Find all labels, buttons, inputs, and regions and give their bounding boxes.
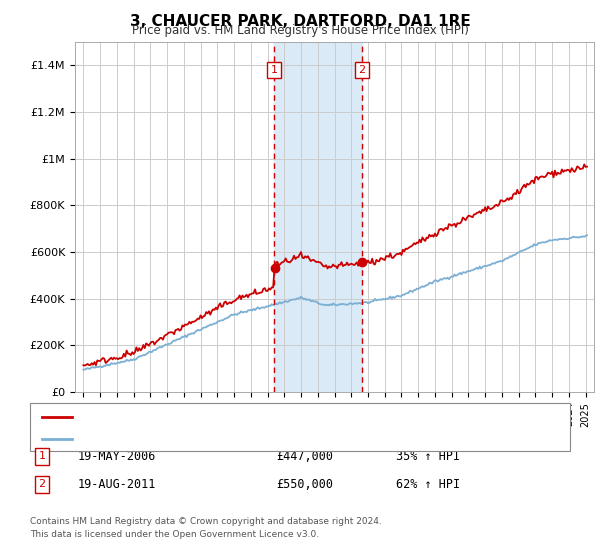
Text: 19-MAY-2006: 19-MAY-2006 xyxy=(78,450,157,463)
Text: 3, CHAUCER PARK, DARTFORD, DA1 1RE: 3, CHAUCER PARK, DARTFORD, DA1 1RE xyxy=(130,14,470,29)
Text: 1: 1 xyxy=(271,65,277,75)
Text: Price paid vs. HM Land Registry's House Price Index (HPI): Price paid vs. HM Land Registry's House … xyxy=(131,24,469,36)
Bar xyxy=(274,42,362,392)
Text: 1: 1 xyxy=(38,451,46,461)
Text: Contains HM Land Registry data © Crown copyright and database right 2024.: Contains HM Land Registry data © Crown c… xyxy=(30,517,382,526)
Text: 2: 2 xyxy=(38,479,46,489)
Text: £447,000: £447,000 xyxy=(276,450,333,463)
Text: 2: 2 xyxy=(358,65,365,75)
Text: £550,000: £550,000 xyxy=(276,478,333,491)
Text: 19-AUG-2011: 19-AUG-2011 xyxy=(78,478,157,491)
Text: 62% ↑ HPI: 62% ↑ HPI xyxy=(396,478,460,491)
Text: HPI: Average price, detached house, Dartford: HPI: Average price, detached house, Dart… xyxy=(78,434,331,444)
Text: This data is licensed under the Open Government Licence v3.0.: This data is licensed under the Open Gov… xyxy=(30,530,319,539)
Text: 3, CHAUCER PARK, DARTFORD, DA1 1RE (detached house): 3, CHAUCER PARK, DARTFORD, DA1 1RE (deta… xyxy=(78,413,404,422)
Text: 35% ↑ HPI: 35% ↑ HPI xyxy=(396,450,460,463)
